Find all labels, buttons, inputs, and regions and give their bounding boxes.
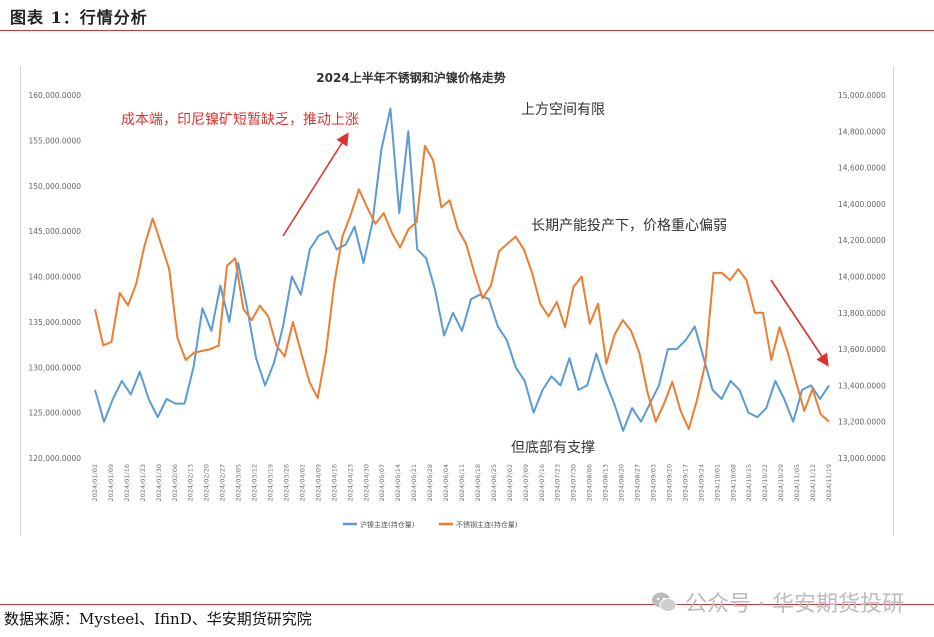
figure-title: 图表 1：行情分析 bbox=[10, 8, 148, 27]
x-tick-label: 2024/10/08 bbox=[729, 464, 737, 501]
x-tick-label: 2024/01/02 bbox=[91, 464, 99, 501]
x-tick-label: 2024/01/16 bbox=[123, 464, 131, 501]
x-tick-label: 2024/07/30 bbox=[570, 464, 578, 501]
x-tick-label: 2024/06/18 bbox=[474, 464, 482, 501]
x-tick-label: 2024/10/22 bbox=[761, 464, 769, 501]
watermark: 公众号 · 华安期货投研 bbox=[651, 586, 904, 618]
x-tick-label: 2024/02/27 bbox=[219, 464, 227, 501]
x-tick-label: 2024/07/23 bbox=[554, 464, 562, 501]
y-right-tick-label: 14,600.0000 bbox=[838, 164, 886, 173]
y-right-tick-label: 13,400.0000 bbox=[838, 381, 886, 390]
y-left-tick-label: 125,000.0000 bbox=[29, 409, 82, 418]
legend-label: 不锈钢主连(持仓量) bbox=[456, 520, 518, 529]
x-tick-label: 2024/11/19 bbox=[825, 464, 833, 501]
x-tick-label: 2024/09/10 bbox=[665, 464, 673, 501]
x-tick-label: 2024/01/09 bbox=[107, 464, 115, 501]
y-right-tick-label: 15,000.0000 bbox=[838, 91, 886, 100]
y-left-tick-label: 140,000.0000 bbox=[29, 273, 82, 282]
x-tick-label: 2024/08/20 bbox=[618, 464, 626, 501]
y-right-tick-label: 14,000.0000 bbox=[838, 273, 886, 282]
x-tick-label: 2024/08/06 bbox=[586, 464, 594, 501]
x-tick-label: 2024/04/02 bbox=[298, 464, 306, 501]
x-tick-label: 2024/04/09 bbox=[314, 464, 322, 501]
annotation-3: 长期产能投产下，价格重心偏弱 bbox=[531, 218, 727, 234]
y-right-tick-label: 13,800.0000 bbox=[838, 309, 886, 318]
x-tick-label: 2024/10/15 bbox=[745, 464, 753, 501]
y-right-tick-label: 14,400.0000 bbox=[838, 200, 886, 209]
y-left-tick-label: 145,000.0000 bbox=[29, 227, 82, 236]
wechat-icon bbox=[652, 592, 677, 612]
x-tick-label: 2024/09/03 bbox=[649, 464, 657, 501]
y-left-tick-label: 160,000.0000 bbox=[29, 91, 82, 100]
y-left-tick-label: 120,000.0000 bbox=[29, 454, 82, 463]
y-left-tick-label: 130,000.0000 bbox=[29, 363, 82, 372]
chart-title: 2024上半年不锈钢和沪镍价格走势 bbox=[316, 70, 505, 85]
annotation-1: 成本端，印尼镍矿短暂缺乏，推动上涨 bbox=[121, 112, 359, 128]
bottom-rule bbox=[0, 604, 934, 605]
top-rule bbox=[0, 30, 934, 31]
x-tick-label: 2024/02/06 bbox=[171, 464, 179, 501]
series-line-stainless bbox=[94, 144, 830, 430]
x-tick-label: 2024/08/13 bbox=[602, 464, 610, 501]
x-tick-label: 2024/07/02 bbox=[506, 464, 514, 501]
x-tick-label: 2024/03/26 bbox=[282, 464, 290, 501]
y-right-tick-label: 14,800.0000 bbox=[838, 127, 886, 136]
chart-frame: 2024上半年不锈钢和沪镍价格走势 160,000.0000 155,000.00… bbox=[20, 66, 894, 536]
x-tick-label: 2024/03/19 bbox=[267, 464, 275, 501]
x-tick-label: 2024/11/05 bbox=[793, 464, 801, 501]
x-tick-label: 2024/01/23 bbox=[139, 464, 147, 501]
y-right-tick-label: 13,200.0000 bbox=[838, 418, 886, 427]
series-line-nickel bbox=[94, 107, 830, 432]
x-tick-label: 2024/03/05 bbox=[235, 464, 243, 501]
x-tick-label: 2024/05/14 bbox=[394, 464, 402, 501]
x-tick-label: 2024/11/12 bbox=[809, 464, 817, 501]
y-right-tick-label: 13,600.0000 bbox=[838, 345, 886, 354]
rise-arrow bbox=[282, 132, 349, 237]
y-left-tick-label: 135,000.0000 bbox=[29, 318, 82, 327]
annotation-2: 上方空间有限 bbox=[521, 102, 605, 118]
x-tick-label: 2024/04/23 bbox=[346, 464, 354, 501]
price-chart: 2024上半年不锈钢和沪镍价格走势 160,000.0000 155,000.00… bbox=[29, 70, 886, 529]
x-tick-label: 2024/06/04 bbox=[442, 464, 450, 501]
x-tick-label: 2024/05/21 bbox=[410, 464, 418, 501]
x-tick-label: 2024/09/17 bbox=[681, 464, 689, 501]
x-tick-label: 2024/08/27 bbox=[634, 464, 642, 501]
x-tick-label: 2024/07/16 bbox=[538, 464, 546, 501]
x-tick-label: 2024/10/29 bbox=[777, 464, 785, 501]
x-tick-label: 2024/04/30 bbox=[362, 464, 370, 501]
x-tick-label: 2024/03/12 bbox=[251, 464, 259, 501]
y-right-tick-label: 13,000.0000 bbox=[838, 454, 886, 463]
x-tick-label: 2024/02/20 bbox=[203, 464, 211, 501]
fall-arrow bbox=[770, 279, 829, 367]
x-tick-label: 2024/07/09 bbox=[522, 464, 530, 501]
x-tick-label: 2024/05/07 bbox=[378, 464, 386, 501]
y-left-tick-label: 150,000.0000 bbox=[29, 182, 82, 191]
x-tick-label: 2024/06/25 bbox=[490, 464, 498, 501]
x-tick-label: 2024/05/28 bbox=[426, 464, 434, 501]
y-right-tick-label: 14,200.0000 bbox=[838, 236, 886, 245]
x-tick-label: 2024/01/30 bbox=[155, 464, 163, 501]
x-tick-label: 2024/02/13 bbox=[187, 464, 195, 501]
y-left-tick-label: 155,000.0000 bbox=[29, 136, 82, 145]
x-tick-label: 2024/10/01 bbox=[713, 464, 721, 501]
source-note: 数据来源：Mysteel、IfinD、华安期货研究院 bbox=[4, 610, 312, 628]
x-tick-label: 2024/06/11 bbox=[458, 464, 466, 501]
legend-label: 沪镍主连(持仓量) bbox=[360, 520, 415, 529]
watermark-text: 公众号 · 华安期货投研 bbox=[685, 592, 904, 617]
x-tick-label: 2024/04/16 bbox=[330, 464, 338, 501]
x-tick-label: 2024/09/24 bbox=[697, 464, 705, 501]
annotation-4: 但底部有支撑 bbox=[511, 440, 595, 456]
